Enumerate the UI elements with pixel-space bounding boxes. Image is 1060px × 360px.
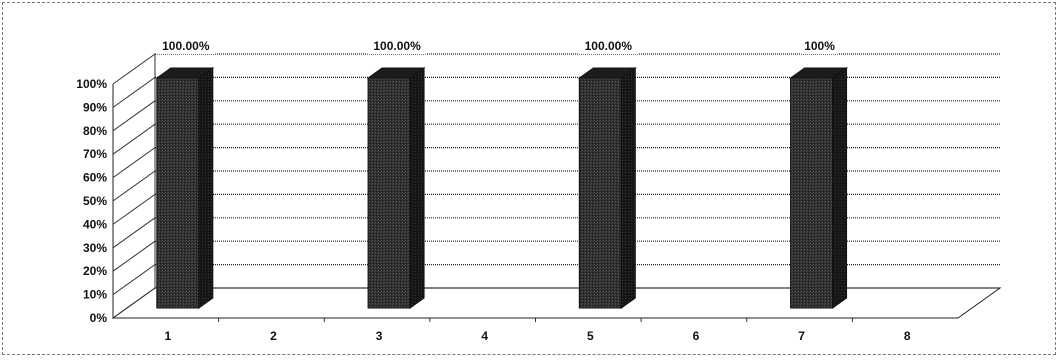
x-tick-label: 2	[270, 329, 277, 343]
data-label-bg	[156, 39, 216, 54]
data-label: 100.00%	[585, 39, 633, 53]
data-labels: 100.00% 100.00% 100.00% 100%	[156, 39, 838, 54]
gridline-side	[112, 287, 156, 319]
y-tick-label: 10%	[83, 288, 107, 302]
gridline-side	[112, 147, 156, 179]
bar-side	[620, 67, 636, 309]
y-tick-label: 80%	[83, 124, 107, 138]
gridline-side	[112, 123, 156, 155]
data-label-bg	[367, 39, 427, 54]
x-tick-label: 6	[693, 329, 700, 343]
plot-walls	[111, 54, 1002, 319]
y-tick-label: 0%	[90, 311, 108, 325]
bar-top	[577, 67, 637, 79]
x-tick-label: 4	[481, 329, 488, 343]
bar-front	[367, 77, 411, 309]
data-label: 100.00%	[162, 39, 210, 53]
x-axis-ticks: 1 2 3 4 5 6 7 8	[164, 318, 911, 343]
y-tick-label: 20%	[83, 264, 107, 278]
gridlines	[112, 53, 1000, 319]
bar-side	[409, 67, 425, 309]
y-tick-label: 60%	[83, 171, 107, 185]
y-tick-label: 40%	[83, 217, 107, 231]
bar-top	[366, 67, 426, 79]
y-tick-label: 90%	[83, 100, 107, 114]
bar-front	[578, 77, 622, 309]
x-tick-label: 7	[798, 329, 805, 343]
data-label: 100.00%	[373, 39, 421, 53]
x-tick-label: 3	[376, 329, 383, 343]
x-tick-label: 5	[587, 329, 594, 343]
bar-front	[156, 77, 200, 309]
bar-side	[832, 67, 848, 309]
y-tick-label: 100%	[76, 77, 107, 91]
data-label-bg	[801, 39, 838, 54]
bar-side	[198, 67, 214, 309]
bar-front	[790, 77, 834, 309]
gridline-side	[112, 76, 156, 108]
floor	[111, 287, 1002, 319]
y-tick-label: 30%	[83, 241, 107, 255]
gridline-side	[112, 100, 156, 132]
y-axis-ticks: 0% 10% 20% 30% 40% 50% 60% 70% 80% 90% 100%	[76, 77, 107, 325]
bar-top	[789, 67, 849, 79]
gridline-side	[112, 217, 156, 249]
x-tick-label: 1	[164, 329, 171, 343]
gridline-side	[112, 53, 156, 85]
gridline-side	[112, 264, 156, 296]
gridline-side	[112, 240, 156, 272]
y-tick-label: 70%	[83, 147, 107, 161]
data-label-bg	[578, 39, 638, 54]
x-tick-label: 8	[904, 329, 911, 343]
gridline-side	[112, 170, 156, 202]
bar-top	[155, 67, 215, 79]
bar	[577, 67, 637, 309]
y-tick-label: 50%	[83, 194, 107, 208]
bar	[366, 67, 426, 309]
data-label: 100%	[804, 39, 835, 53]
bar	[155, 67, 215, 309]
bars	[155, 67, 849, 309]
gridline-side	[112, 193, 156, 225]
chart-frame	[2, 2, 1056, 355]
bar	[789, 67, 849, 309]
